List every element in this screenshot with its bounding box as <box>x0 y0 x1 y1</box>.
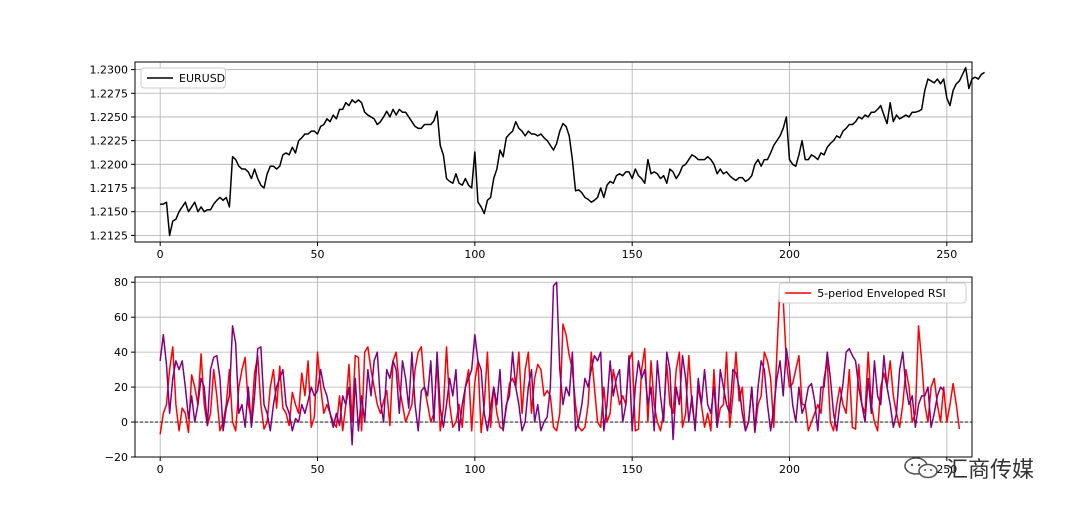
bottom-x-tick-label: 100 <box>464 463 485 476</box>
top-x-tick-label: 150 <box>622 248 643 261</box>
top-y-tick-label: 1.2275 <box>90 87 129 100</box>
legend-box <box>140 67 226 89</box>
bottom-x-tick-label: 150 <box>622 463 643 476</box>
top-axes-frame <box>134 61 973 243</box>
bottom-x-tick-label: 0 <box>157 463 164 476</box>
wechat-logo-icon <box>904 457 938 479</box>
bottom-series-line-1 <box>159 281 945 446</box>
watermark-text: 汇商传媒 <box>946 458 1035 483</box>
watermark: 汇商传媒 <box>902 452 1034 484</box>
top-y-tick-label: 1.2150 <box>90 206 129 219</box>
bottom-x-tick-label: 250 <box>936 463 957 476</box>
legend-box <box>778 282 967 304</box>
top-x-tick-label: 0 <box>157 248 164 261</box>
top-x-tick-label: 200 <box>779 248 800 261</box>
bottom-axes-frame <box>134 276 973 458</box>
legend-label: EURUSD <box>179 72 225 85</box>
bottom-y-tick-label: 0 <box>121 416 128 429</box>
bottom-y-tick-label: 60 <box>114 311 128 324</box>
top-y-tick-label: 1.2250 <box>90 111 129 124</box>
top-y-tick-label: 1.2300 <box>90 64 129 77</box>
top-y-tick-label: 1.2225 <box>90 135 129 148</box>
top-x-tick-label: 250 <box>936 248 957 261</box>
eurusd-panel: 0 50 100 150 200 250 1.2125 1.2150 1.2175 1.2200 1… <box>90 61 985 261</box>
top-series-line-0 <box>160 66 985 237</box>
bottom-x-tick-label: 200 <box>779 463 800 476</box>
bottom-y-tick-label: −20 <box>105 451 128 464</box>
top-y-tick-label: 1.2200 <box>90 158 129 171</box>
top-x-tick-label: 100 <box>464 248 485 261</box>
top-y-tick-label: 1.2125 <box>90 229 129 242</box>
top-y-tick-label: 1.2175 <box>90 182 129 195</box>
top-legend: EURUSD <box>140 67 226 89</box>
bottom-legend: 5-period Enveloped RSI <box>778 282 967 304</box>
legend-label: 5-period Enveloped RSI <box>817 287 946 300</box>
bottom-y-tick-label: 20 <box>114 381 128 394</box>
bottom-y-tick-label: 80 <box>114 276 128 289</box>
bottom-y-tick-label: 40 <box>114 346 128 359</box>
rsi-panel: 0 50 100 150 200 250 −20 0 20 40 60 80 5-period Enve… <box>105 276 973 476</box>
top-x-tick-label: 50 <box>311 248 325 261</box>
bottom-x-tick-label: 50 <box>311 463 325 476</box>
